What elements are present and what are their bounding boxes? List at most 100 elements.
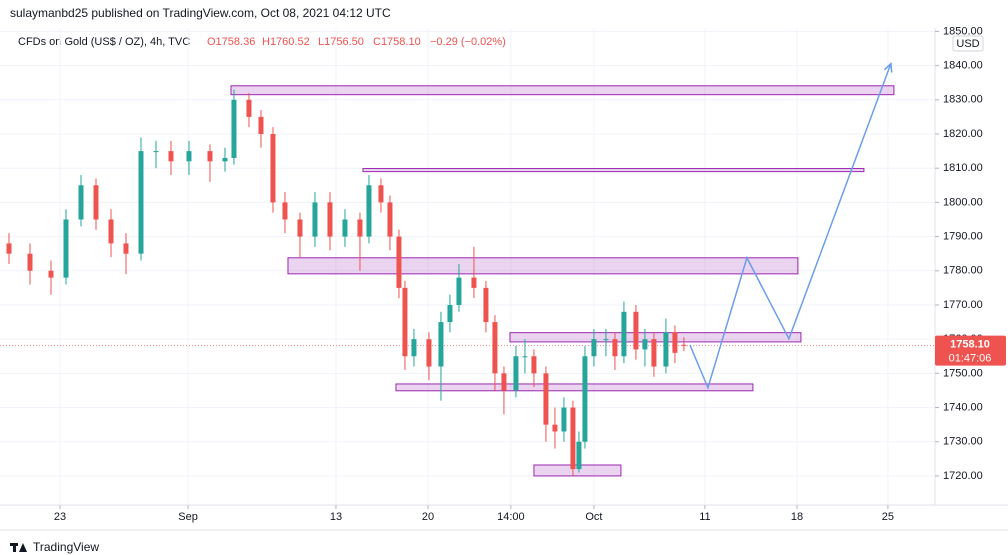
y-tick-label: 1810.00	[943, 162, 983, 174]
candle-body	[522, 356, 528, 358]
zone	[362, 168, 865, 173]
candle-body	[642, 339, 648, 350]
candle-body	[63, 219, 69, 278]
zone	[287, 257, 799, 275]
candle-body	[312, 202, 318, 237]
candle-body	[438, 322, 444, 367]
candle-body	[270, 134, 276, 203]
candle-body	[246, 99, 252, 117]
candle-body	[153, 151, 159, 153]
candle-body	[576, 441, 582, 470]
y-unit: USD	[956, 38, 979, 50]
candle-body	[591, 339, 597, 357]
candle-body	[378, 185, 384, 203]
y-tick-label: 1720.00	[943, 470, 983, 482]
candle-body	[258, 116, 264, 134]
x-tick-label: 13	[330, 511, 342, 523]
zone	[230, 85, 895, 96]
zone	[395, 383, 754, 392]
candle-body	[612, 339, 618, 357]
candle-body	[168, 151, 174, 162]
ohlc-value: C1758.10	[373, 36, 421, 48]
candle-body	[621, 311, 627, 357]
ohlc-value: L1756.50	[318, 36, 364, 48]
candle-body	[357, 219, 363, 237]
x-tick-label: 25	[882, 511, 894, 523]
y-tick-label: 1790.00	[943, 230, 983, 242]
candle-body	[123, 243, 129, 254]
candle-body	[387, 202, 393, 237]
ohlc-value: O1758.36	[207, 36, 255, 48]
candle-body	[207, 151, 213, 162]
y-tick-label: 1770.00	[943, 299, 983, 311]
candle-body	[108, 219, 114, 244]
candle-body	[402, 287, 408, 357]
brand: TradingView	[33, 540, 99, 554]
candle-body	[582, 356, 588, 442]
change-value: −0.29 (−0.02%)	[430, 36, 506, 48]
candle-body	[327, 202, 333, 237]
candle-body	[633, 311, 639, 350]
x-tick-label: 23	[54, 511, 66, 523]
candle-body	[48, 270, 54, 278]
candle-body	[411, 339, 417, 357]
price-label: 1758.10	[950, 339, 990, 351]
chart-title: CFDs on Gold (US$ / OZ), 4h, TVC	[18, 36, 190, 48]
y-tick-label: 1750.00	[943, 367, 983, 379]
candle-body	[513, 356, 519, 391]
candle-body	[531, 356, 537, 374]
candle-body	[78, 185, 84, 220]
candle-body	[282, 202, 288, 220]
candle-body	[222, 157, 228, 162]
y-tick-label: 1840.00	[943, 60, 983, 72]
x-tick-label: 11	[699, 511, 710, 523]
y-tick-label: 1800.00	[943, 196, 983, 208]
countdown: 01:47:06	[949, 353, 992, 365]
publisher: sulaymanbd25 published on TradingView.co…	[10, 6, 391, 20]
candle-body	[552, 424, 558, 432]
candle-body	[297, 219, 303, 237]
x-tick-label: Sep	[178, 511, 198, 523]
candle-body	[186, 151, 192, 162]
candle-body	[663, 332, 669, 367]
candle-body	[471, 277, 477, 288]
candle-body	[603, 339, 609, 341]
y-tick-label: 1830.00	[943, 94, 983, 106]
candle-body	[27, 253, 33, 271]
candle-body	[456, 277, 462, 305]
candle-body	[543, 373, 549, 425]
candle-body	[426, 339, 432, 367]
candle-body	[672, 332, 678, 353]
ohlc-value: H1760.52	[262, 36, 310, 48]
candle-body	[396, 236, 402, 288]
y-tick-label: 1780.00	[943, 265, 983, 277]
candle-body	[93, 185, 99, 220]
unit-box	[952, 35, 984, 52]
candle-body	[231, 99, 237, 158]
brand-logo	[10, 543, 27, 552]
candle-body	[6, 243, 12, 254]
x-tick-label: Oct	[585, 511, 602, 523]
candle-body	[651, 339, 657, 367]
price-label-box	[935, 335, 1006, 366]
candle-body	[138, 151, 144, 254]
x-tick-label: 14:00	[497, 511, 525, 523]
y-tick-label: 1850.00	[943, 25, 983, 37]
candle-body	[570, 407, 576, 470]
y-tick-label: 1820.00	[943, 128, 983, 140]
x-tick-label: 18	[791, 511, 803, 523]
candle-body	[501, 373, 507, 391]
candle-body	[561, 407, 567, 432]
candle-body	[492, 322, 498, 374]
candle-body	[681, 344, 687, 346]
projection-line	[689, 63, 892, 390]
x-tick-label: 20	[422, 511, 434, 523]
candle-body	[447, 304, 453, 323]
y-tick-label: 1730.00	[943, 436, 983, 448]
candle-body	[366, 185, 372, 237]
y-tick-label: 1740.00	[943, 401, 983, 413]
candle-body	[342, 219, 348, 237]
projection-arrowhead	[883, 61, 893, 73]
